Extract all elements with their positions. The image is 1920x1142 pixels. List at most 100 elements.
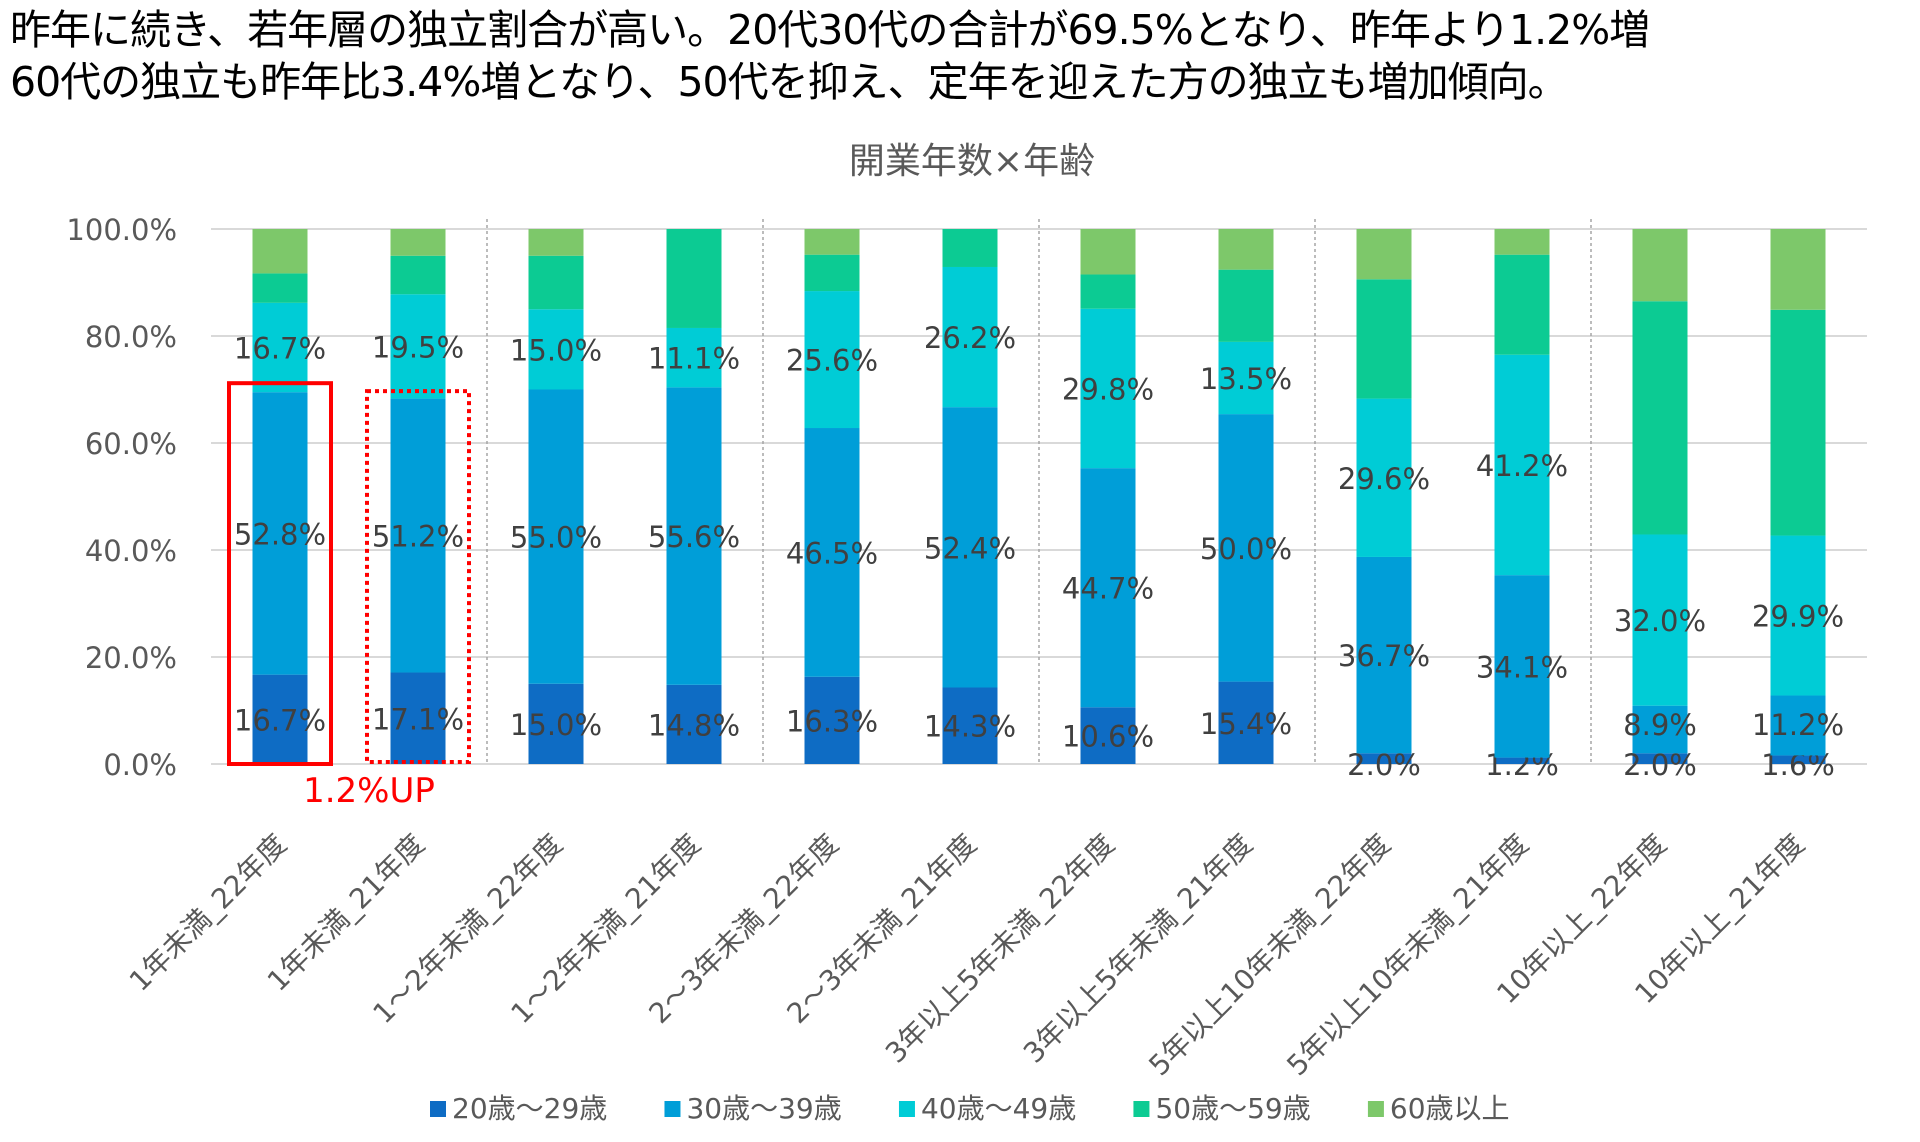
data-label: 32.0% [1614, 604, 1706, 638]
y-tick-label: 80.0% [85, 320, 177, 354]
bar-segment [804, 428, 860, 677]
bar-segment [1218, 269, 1274, 342]
highlight-box-solid [227, 381, 333, 766]
bar-segment [1494, 229, 1550, 255]
bar-segment [1080, 468, 1136, 708]
bar-segment [252, 674, 308, 764]
bar-segment [1770, 309, 1826, 536]
bar-segment [252, 392, 308, 675]
bar-segment [1080, 707, 1136, 764]
legend-label: 40歳～49歳 [921, 1092, 1076, 1125]
bar-segment [390, 672, 446, 764]
bar-segment [1494, 354, 1550, 576]
data-label: 15.0% [510, 708, 602, 742]
legend-swatch [1133, 1101, 1150, 1117]
x-tick-label: 5年以上10年未満_21年度 [1280, 828, 1535, 1083]
x-tick-label: 3年以上5年未満_21年度 [1017, 828, 1259, 1070]
bar-segment [1770, 755, 1826, 764]
data-label: 52.8% [234, 517, 326, 551]
bar-segment [1632, 229, 1688, 302]
bar-segment [1218, 229, 1274, 270]
data-label: 36.7% [1338, 639, 1430, 673]
bar-segment [528, 229, 584, 256]
data-label: 11.1% [648, 342, 740, 376]
y-tick-label: 60.0% [85, 427, 177, 461]
data-label: 34.1% [1476, 650, 1568, 684]
bar-segment [1494, 575, 1550, 758]
legend-label: 30歳～39歳 [686, 1092, 841, 1125]
data-label: 14.8% [648, 708, 740, 742]
data-label: 16.7% [234, 332, 326, 366]
x-tick-label: 3年以上5年未満_22年度 [879, 828, 1121, 1070]
data-label: 19.5% [372, 330, 464, 364]
bar-segment [1356, 398, 1412, 557]
x-tick-label: 5年以上10年未満_22年度 [1142, 828, 1397, 1083]
bar-segment [942, 687, 998, 764]
data-label: 17.1% [372, 702, 464, 736]
bar-segment [942, 407, 998, 688]
y-tick-label: 0.0% [103, 748, 177, 782]
bar-segment [390, 398, 446, 673]
legend-swatch [1367, 1101, 1384, 1117]
bar-segment [1356, 279, 1412, 399]
bar-segment [1770, 229, 1826, 310]
y-tick-label: 100.0% [66, 213, 177, 247]
bar-segment [390, 255, 446, 295]
data-label: 15.0% [510, 333, 602, 367]
data-label: 25.6% [786, 344, 878, 378]
data-label: 2.0% [1347, 748, 1421, 782]
data-label: 50.0% [1200, 532, 1292, 566]
annotation-text: 1.2%UP [303, 771, 435, 811]
bar-segment [1080, 229, 1136, 275]
data-label: 11.2% [1752, 708, 1844, 742]
data-label: 8.9% [1623, 708, 1697, 742]
bar-segment [1494, 757, 1550, 764]
data-label: 55.6% [648, 520, 740, 554]
chart-title: 開業年数×年齢 [849, 141, 1095, 182]
bar-segment [1218, 414, 1274, 682]
bar-segment [390, 294, 446, 399]
data-label: 46.5% [786, 536, 878, 570]
highlight-box-dotted [365, 389, 471, 764]
bar-segment [1356, 556, 1412, 754]
bar-segment [1632, 534, 1688, 706]
legend-swatch [430, 1101, 446, 1117]
bar-segment [390, 229, 446, 256]
bar-segment [1770, 695, 1826, 756]
bar-segment [666, 684, 722, 764]
bar-segment [528, 255, 584, 310]
data-label: 13.5% [1200, 362, 1292, 396]
legend-swatch [664, 1101, 681, 1117]
data-label: 52.4% [924, 531, 1016, 565]
headline-line-2: 60代の独立も昨年比3.4%増となり、50代を抑え、定年を迎えた方の独立も増加傾… [10, 58, 1569, 106]
bar-segment [666, 229, 722, 328]
data-label: 10.6% [1062, 720, 1154, 754]
data-label: 26.2% [924, 321, 1016, 355]
bar-segment [804, 676, 860, 764]
bar-segment [942, 266, 998, 408]
bar-segment [528, 683, 584, 764]
bar-segment [252, 229, 308, 274]
bar-segment [804, 254, 860, 292]
data-label: 14.3% [924, 710, 1016, 744]
bar-segment [1632, 753, 1688, 764]
legend-label: 60歳以上 [1390, 1092, 1510, 1125]
bar-segment [1356, 229, 1412, 280]
bar-segment [1356, 753, 1412, 764]
bar-segment [528, 389, 584, 684]
data-label: 16.7% [234, 703, 326, 737]
bar-segment [666, 327, 722, 388]
legend-label: 20歳～29歳 [452, 1092, 607, 1125]
bar-segment [1632, 301, 1688, 535]
bar-segment [1632, 705, 1688, 754]
data-label: 29.9% [1752, 600, 1844, 634]
bar-segment [666, 387, 722, 685]
legend-swatch [898, 1101, 915, 1117]
data-label: 15.4% [1200, 707, 1292, 741]
headline: 昨年に続き、若年層の独立割合が高い。20代30代の合計が69.5%となり、昨年よ… [10, 4, 1650, 108]
data-label: 29.6% [1338, 462, 1430, 496]
data-label: 55.0% [510, 521, 602, 555]
data-label: 51.2% [372, 520, 464, 554]
data-label: 29.8% [1062, 372, 1154, 406]
